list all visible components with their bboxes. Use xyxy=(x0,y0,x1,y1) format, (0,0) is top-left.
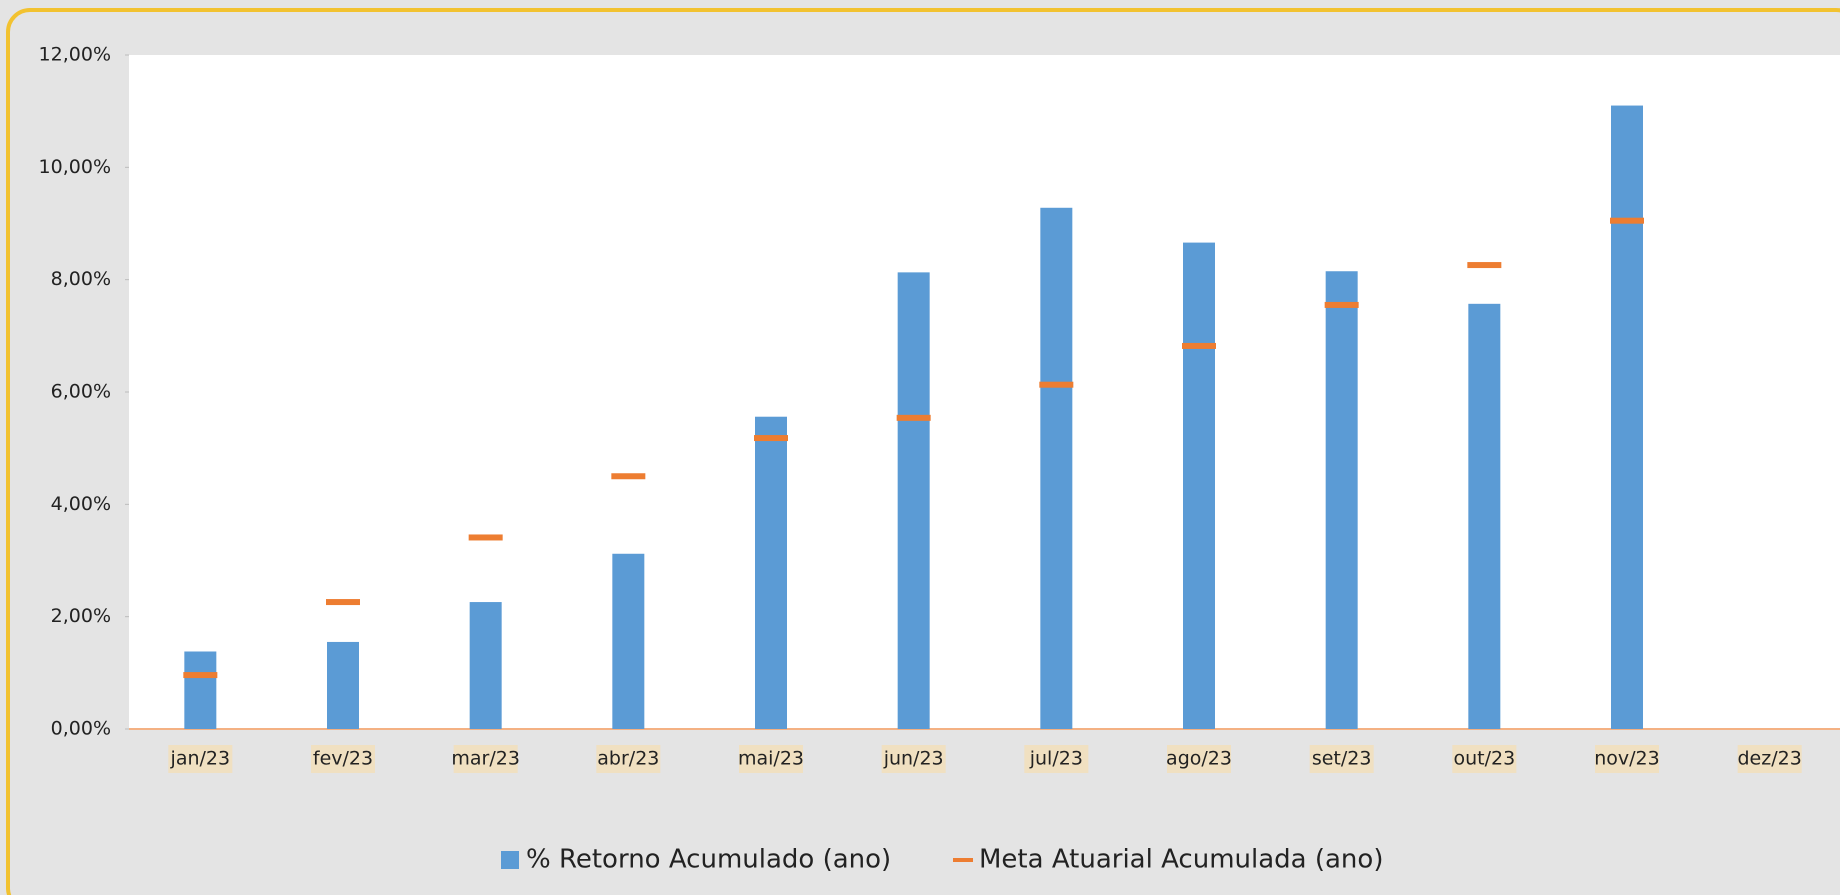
bar xyxy=(1040,207,1073,730)
x-tick-label: jun/23 xyxy=(883,748,944,770)
bar xyxy=(1183,242,1215,729)
x-label-highlight xyxy=(453,745,518,773)
x-tick-label: abr/23 xyxy=(597,748,659,770)
target-marker xyxy=(326,599,360,606)
target-marker xyxy=(896,414,931,421)
target-marker xyxy=(183,672,218,679)
y-tick-label: 8,00% xyxy=(51,268,111,290)
x-label-highlight xyxy=(1595,745,1659,773)
bar xyxy=(469,602,502,729)
x-tick-label: mai/23 xyxy=(738,748,804,770)
x-tick-label: jul/23 xyxy=(1029,748,1083,770)
x-tick-label: jan/23 xyxy=(170,748,231,770)
x-label-highlight xyxy=(1167,745,1231,773)
bar xyxy=(1468,303,1501,729)
x-label-highlight xyxy=(168,745,233,773)
bar xyxy=(327,641,359,729)
x-label-highlight xyxy=(311,745,375,773)
y-tick-label: 6,00% xyxy=(51,381,111,403)
bar xyxy=(184,651,217,729)
x-tick-label: dez/23 xyxy=(1738,748,1802,770)
x-tick-label: out/23 xyxy=(1453,748,1515,770)
bar xyxy=(755,416,787,729)
legend-swatch xyxy=(953,858,973,862)
target-marker xyxy=(1467,262,1502,269)
x-tick-label: nov/23 xyxy=(1594,748,1660,770)
x-label-highlight xyxy=(1309,745,1374,773)
y-tick-label: 4,00% xyxy=(51,493,111,515)
x-label-highlight xyxy=(739,745,803,773)
plot-area xyxy=(129,55,1840,729)
target-marker xyxy=(1610,217,1644,224)
x-label-highlight xyxy=(596,745,661,773)
target-marker xyxy=(754,435,788,442)
x-label-highlight xyxy=(881,745,946,773)
legend-swatch xyxy=(501,851,519,869)
x-label-highlight xyxy=(1737,745,1802,773)
bar xyxy=(612,553,645,729)
x-tick-label: fev/23 xyxy=(313,748,373,770)
bar xyxy=(1611,105,1643,730)
target-marker xyxy=(1182,342,1216,349)
target-marker xyxy=(1324,301,1359,308)
bar xyxy=(1325,271,1358,729)
x-tick-label: ago/23 xyxy=(1166,748,1232,770)
y-tick-label: 12,00% xyxy=(39,44,111,66)
target-marker xyxy=(468,534,503,541)
y-tick-label: 0,00% xyxy=(51,718,111,740)
target-marker xyxy=(611,473,646,480)
x-label-highlight xyxy=(1024,745,1089,773)
target-marker xyxy=(1039,381,1074,388)
x-tick-label: set/23 xyxy=(1312,748,1372,770)
y-tick-label: 2,00% xyxy=(51,605,111,627)
y-tick-label: 10,00% xyxy=(39,156,111,178)
x-label-highlight xyxy=(1452,745,1517,773)
legend-label: Meta Atuarial Acumulada (ano) xyxy=(979,845,1383,875)
bar xyxy=(897,272,930,729)
x-tick-label: mar/23 xyxy=(451,748,520,770)
legend-label: % Retorno Acumulado (ano) xyxy=(526,845,891,875)
